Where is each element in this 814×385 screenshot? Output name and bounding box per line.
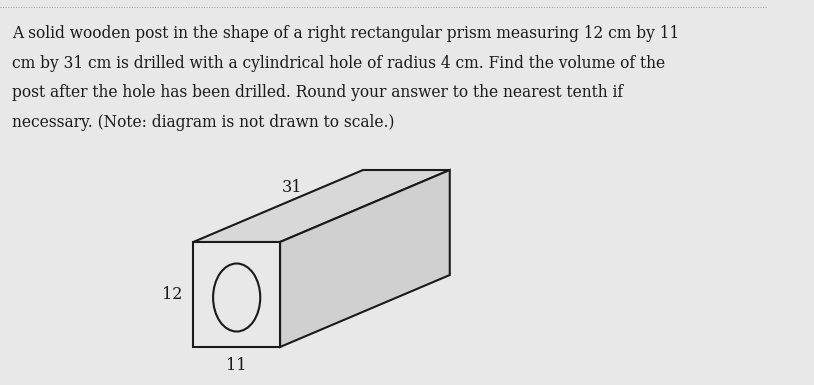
Text: 31: 31 — [282, 179, 303, 196]
Text: cm by 31 cm is drilled with a cylindrical hole of radius 4 cm. Find the volume o: cm by 31 cm is drilled with a cylindrica… — [12, 55, 665, 72]
Text: A solid wooden post in the shape of a right rectangular prism measuring 12 cm by: A solid wooden post in the shape of a ri… — [12, 25, 680, 42]
Text: necessary. (Note: diagram is not drawn to scale.): necessary. (Note: diagram is not drawn t… — [12, 114, 395, 131]
Polygon shape — [193, 242, 280, 347]
Polygon shape — [193, 170, 450, 242]
Text: 12: 12 — [162, 286, 182, 303]
Polygon shape — [280, 170, 450, 347]
Text: post after the hole has been drilled. Round your answer to the nearest tenth if: post after the hole has been drilled. Ro… — [12, 84, 624, 101]
Text: 11: 11 — [226, 357, 247, 374]
